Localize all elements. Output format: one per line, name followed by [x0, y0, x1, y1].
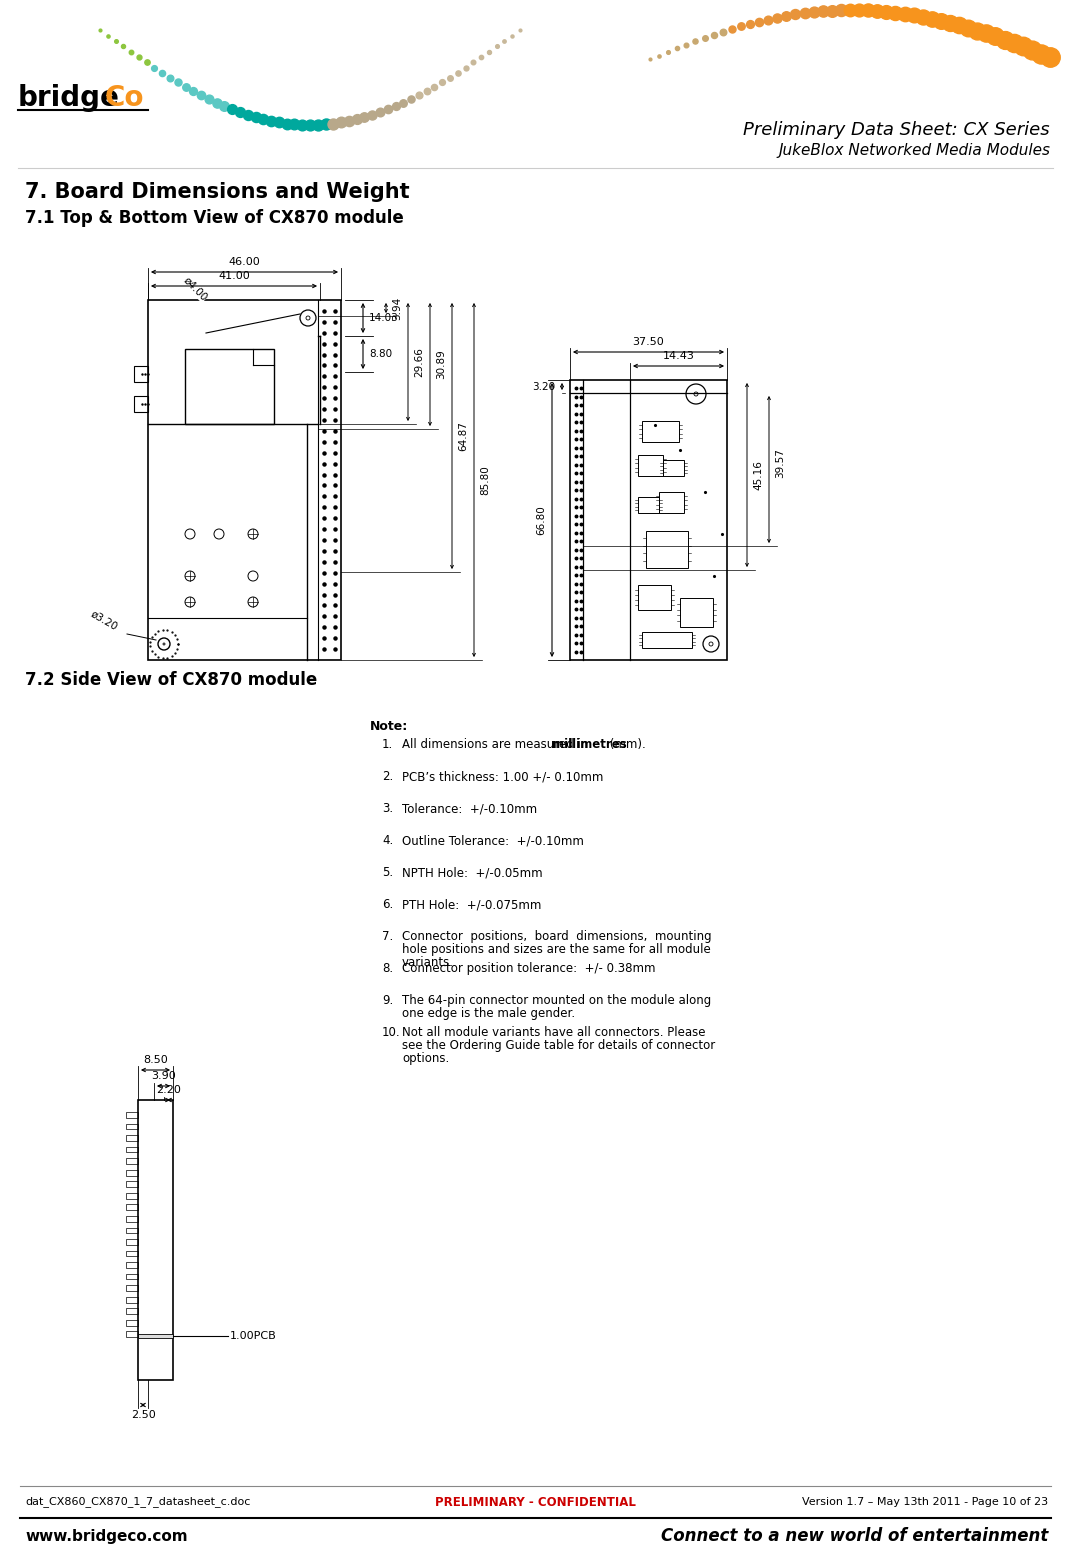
- Bar: [126, 1193, 138, 1198]
- Text: 29.66: 29.66: [414, 347, 424, 377]
- Text: 66.80: 66.80: [536, 506, 546, 535]
- Text: Connector  positions,  board  dimensions,  mounting: Connector positions, board dimensions, m…: [402, 930, 711, 943]
- Text: 10.: 10.: [382, 1025, 401, 1039]
- Text: 8.50: 8.50: [144, 1055, 168, 1064]
- Text: 14.43: 14.43: [663, 352, 694, 361]
- Bar: [659, 492, 684, 513]
- Bar: [126, 1204, 138, 1211]
- Bar: [126, 1170, 138, 1175]
- Text: 5.: 5.: [382, 867, 393, 879]
- Text: 3.: 3.: [382, 801, 393, 815]
- Bar: [134, 366, 148, 383]
- Bar: [126, 1309, 138, 1315]
- Text: 64.87: 64.87: [458, 422, 468, 451]
- Bar: [126, 1215, 138, 1221]
- Bar: [126, 1239, 138, 1245]
- Bar: [642, 632, 692, 647]
- Text: options.: options.: [402, 1052, 449, 1064]
- Bar: [126, 1134, 138, 1141]
- Text: ø3.20: ø3.20: [89, 608, 119, 632]
- Text: 7.1 Top & Bottom View of CX870 module: 7.1 Top & Bottom View of CX870 module: [25, 209, 404, 227]
- Text: 45.16: 45.16: [753, 461, 763, 490]
- Text: Connect to a new world of entertainment: Connect to a new world of entertainment: [661, 1526, 1049, 1545]
- Text: Connector position tolerance:  +/- 0.38mm: Connector position tolerance: +/- 0.38mm: [402, 962, 655, 976]
- Text: 46.00: 46.00: [228, 257, 260, 268]
- Text: Tolerance:  +/-0.10mm: Tolerance: +/-0.10mm: [402, 801, 538, 815]
- Text: www.bridgeco.com: www.bridgeco.com: [25, 1528, 187, 1544]
- Text: (mm).: (mm).: [606, 738, 646, 752]
- Text: Not all module variants have all connectors. Please: Not all module variants have all connect…: [402, 1025, 706, 1039]
- Bar: [138, 1333, 174, 1338]
- Bar: [570, 380, 727, 660]
- Bar: [126, 1113, 138, 1117]
- Bar: [126, 1332, 138, 1337]
- Bar: [126, 1262, 138, 1268]
- Text: 9.: 9.: [382, 994, 393, 1007]
- Bar: [126, 1181, 138, 1187]
- Bar: [185, 349, 274, 423]
- Bar: [680, 598, 713, 627]
- Text: 37.50: 37.50: [633, 338, 664, 347]
- Text: hole positions and sizes are the same for all module: hole positions and sizes are the same fo…: [402, 943, 711, 955]
- Text: Co: Co: [105, 84, 145, 112]
- Bar: [642, 422, 679, 442]
- Text: 8.80: 8.80: [369, 349, 392, 359]
- Text: 2.20: 2.20: [156, 1085, 181, 1095]
- Text: JukeBlox Networked Media Modules: JukeBlox Networked Media Modules: [778, 143, 1050, 157]
- Bar: [126, 1228, 138, 1234]
- Bar: [148, 300, 341, 660]
- Bar: [126, 1123, 138, 1130]
- Text: ø4.00: ø4.00: [181, 275, 209, 303]
- Bar: [126, 1296, 138, 1302]
- Text: 3.20: 3.20: [532, 381, 555, 392]
- Text: The 64-pin connector mounted on the module along: The 64-pin connector mounted on the modu…: [402, 994, 711, 1007]
- Text: 7.2 Side View of CX870 module: 7.2 Side View of CX870 module: [25, 671, 317, 689]
- Text: PRELIMINARY - CONFIDENTIAL: PRELIMINARY - CONFIDENTIAL: [435, 1495, 635, 1508]
- Bar: [134, 395, 148, 412]
- Text: 3.90: 3.90: [151, 1071, 176, 1081]
- Text: Preliminary Data Sheet: CX Series: Preliminary Data Sheet: CX Series: [743, 121, 1050, 138]
- Text: 8.: 8.: [382, 962, 393, 976]
- Text: 1.: 1.: [382, 738, 393, 752]
- Bar: [126, 1158, 138, 1164]
- Text: 14.03: 14.03: [369, 313, 398, 324]
- Text: 7. Board Dimensions and Weight: 7. Board Dimensions and Weight: [25, 182, 409, 202]
- Text: All dimensions are measured in: All dimensions are measured in: [402, 738, 592, 752]
- Text: PTH Hole:  +/-0.075mm: PTH Hole: +/-0.075mm: [402, 898, 541, 910]
- Text: 1.00PCB: 1.00PCB: [230, 1330, 276, 1341]
- Text: 7.: 7.: [382, 930, 393, 943]
- Text: 2.50: 2.50: [131, 1410, 155, 1421]
- Text: 41.00: 41.00: [218, 271, 250, 282]
- Bar: [138, 1100, 174, 1380]
- Text: 85.80: 85.80: [480, 465, 491, 495]
- Bar: [638, 585, 672, 610]
- Bar: [638, 454, 663, 476]
- Bar: [663, 461, 684, 476]
- Text: 4.: 4.: [382, 834, 393, 846]
- Bar: [126, 1319, 138, 1326]
- Bar: [126, 1274, 138, 1279]
- Text: 3.94: 3.94: [392, 296, 402, 319]
- Text: see the Ordering Guide table for details of connector: see the Ordering Guide table for details…: [402, 1039, 715, 1052]
- Text: bridge: bridge: [18, 84, 120, 112]
- Text: Note:: Note:: [369, 720, 408, 733]
- Text: Version 1.7 – May 13th 2011 - Page 10 of 23: Version 1.7 – May 13th 2011 - Page 10 of…: [802, 1497, 1049, 1508]
- Bar: [126, 1147, 138, 1153]
- Text: 30.89: 30.89: [436, 350, 446, 380]
- Text: millimetres: millimetres: [553, 738, 628, 752]
- Text: NPTH Hole:  +/-0.05mm: NPTH Hole: +/-0.05mm: [402, 867, 543, 879]
- Text: 2.: 2.: [382, 770, 393, 783]
- Bar: [126, 1285, 138, 1291]
- Bar: [638, 496, 659, 513]
- Bar: [126, 1251, 138, 1256]
- Bar: [646, 531, 688, 568]
- Text: 6.: 6.: [382, 898, 393, 910]
- Text: 39.57: 39.57: [775, 448, 785, 478]
- Text: one edge is the male gender.: one edge is the male gender.: [402, 1007, 575, 1021]
- Text: Outline Tolerance:  +/-0.10mm: Outline Tolerance: +/-0.10mm: [402, 834, 584, 846]
- Text: variants.: variants.: [402, 955, 454, 969]
- Text: dat_CX860_CX870_1_7_datasheet_c.doc: dat_CX860_CX870_1_7_datasheet_c.doc: [25, 1497, 251, 1508]
- Text: PCB’s thickness: 1.00 +/- 0.10mm: PCB’s thickness: 1.00 +/- 0.10mm: [402, 770, 603, 783]
